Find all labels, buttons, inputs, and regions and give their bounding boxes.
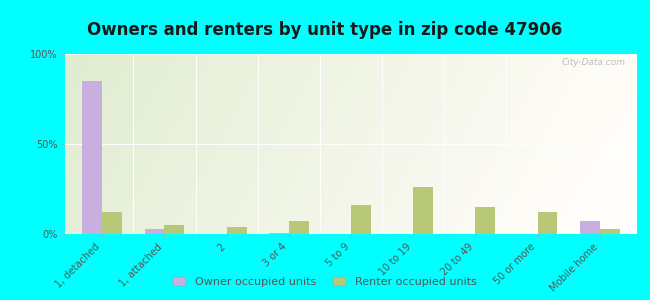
Bar xyxy=(164,225,185,234)
Bar xyxy=(83,81,102,234)
Legend: Owner occupied units, Renter occupied units: Owner occupied units, Renter occupied un… xyxy=(168,272,482,291)
Text: City-Data.com: City-Data.com xyxy=(562,58,625,67)
Bar xyxy=(144,229,164,234)
Bar xyxy=(269,233,289,234)
Bar xyxy=(289,221,309,234)
Bar xyxy=(413,187,433,234)
Bar xyxy=(580,221,600,234)
Bar xyxy=(600,229,619,234)
Bar xyxy=(102,212,122,234)
Text: Owners and renters by unit type in zip code 47906: Owners and renters by unit type in zip c… xyxy=(87,21,563,39)
Bar xyxy=(538,212,558,234)
Bar xyxy=(227,227,246,234)
Bar xyxy=(475,207,495,234)
Bar xyxy=(351,205,371,234)
